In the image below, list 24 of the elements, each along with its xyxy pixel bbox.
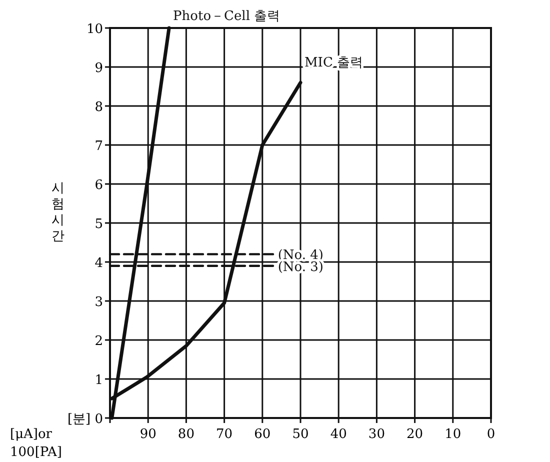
- y-tick-label: 10: [86, 22, 103, 37]
- y-axis-title: 시험시간: [52, 180, 64, 244]
- x-tick-label: 20: [406, 427, 424, 442]
- y-tick-label: 3: [94, 295, 103, 310]
- y-tick-label: 6: [94, 178, 103, 193]
- x-tick-label: 60: [254, 427, 271, 442]
- y-tick-label: 7: [94, 139, 103, 154]
- x-tick-label: 30: [368, 427, 385, 442]
- y-tick-label: 5: [94, 217, 103, 232]
- x-tick-label: 50: [292, 427, 309, 442]
- y-tick-label: 2: [94, 334, 103, 349]
- y-tick-label: 9: [94, 61, 103, 76]
- x-tick-label: 40: [330, 427, 347, 442]
- series-label: Photo－Cell 출력: [173, 9, 280, 24]
- x-tick-label: 0: [486, 427, 496, 442]
- y-tick-label: 1: [94, 373, 103, 388]
- x-tick-label: 80: [178, 427, 194, 442]
- y-tick-label: 8: [94, 100, 103, 115]
- x-axis-title: [μA]or 100[PA]: [10, 427, 62, 460]
- x-tick-label: 10: [444, 427, 462, 442]
- y-tick-label: 4: [94, 256, 103, 271]
- y-tick-label: [분] 0: [67, 412, 103, 427]
- x-tick-label: 90: [140, 427, 156, 442]
- x-tick-label: 70: [216, 427, 233, 442]
